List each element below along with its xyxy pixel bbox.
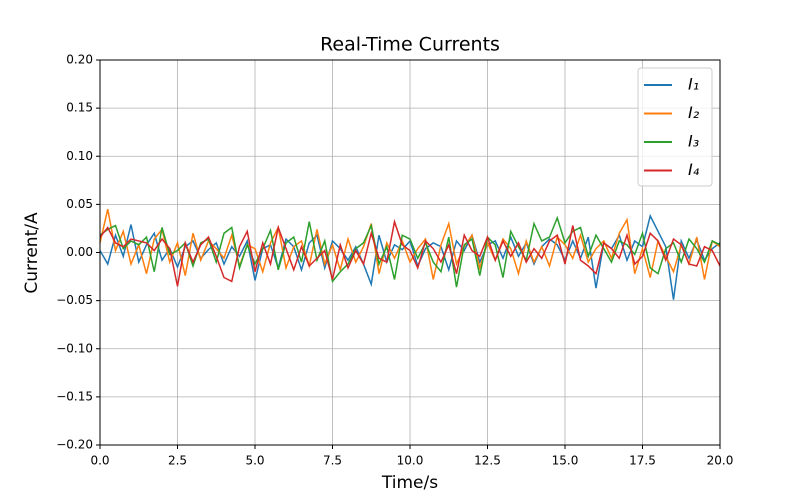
x-tick-label: 15.0 bbox=[552, 454, 579, 468]
x-tick-label: 17.5 bbox=[629, 454, 656, 468]
legend-label: I₄ bbox=[688, 160, 700, 179]
x-tick-label: 20.0 bbox=[707, 454, 734, 468]
x-tick-label: 7.5 bbox=[323, 454, 342, 468]
y-axis-label: Current/A bbox=[22, 212, 42, 294]
x-tick-label: 2.5 bbox=[168, 454, 187, 468]
series-line bbox=[99, 218, 721, 287]
legend-label: I₃ bbox=[688, 132, 699, 151]
x-tick-label: 12.5 bbox=[474, 454, 501, 468]
x-tick-label: 10.0 bbox=[397, 454, 424, 468]
y-tick-label: 0.00 bbox=[66, 245, 93, 259]
y-tick-label: −0.05 bbox=[56, 293, 93, 307]
legend: I₁ I₂ I₃ I₄ bbox=[637, 67, 713, 187]
y-tick-label: 0.15 bbox=[66, 101, 93, 115]
x-tick-label: 5.0 bbox=[245, 454, 264, 468]
y-tick-label: −0.15 bbox=[56, 389, 93, 403]
y-tick-label: 0.05 bbox=[66, 197, 93, 211]
legend-label: I₁ bbox=[688, 75, 699, 94]
y-tick-label: 0.10 bbox=[66, 149, 93, 163]
chart-title: Real-Time Currents bbox=[320, 34, 500, 56]
legend-label: I₂ bbox=[688, 103, 700, 122]
legend-box bbox=[637, 67, 713, 187]
series-line bbox=[99, 209, 721, 280]
x-tick-label: 0.0 bbox=[90, 454, 109, 468]
y-tick-label: −0.10 bbox=[56, 341, 93, 355]
y-tick-label: 0.20 bbox=[66, 53, 93, 67]
plot-frame bbox=[99, 59, 721, 446]
y-tick-label: −0.20 bbox=[56, 438, 93, 452]
x-axis-label: Time/s bbox=[381, 473, 438, 493]
